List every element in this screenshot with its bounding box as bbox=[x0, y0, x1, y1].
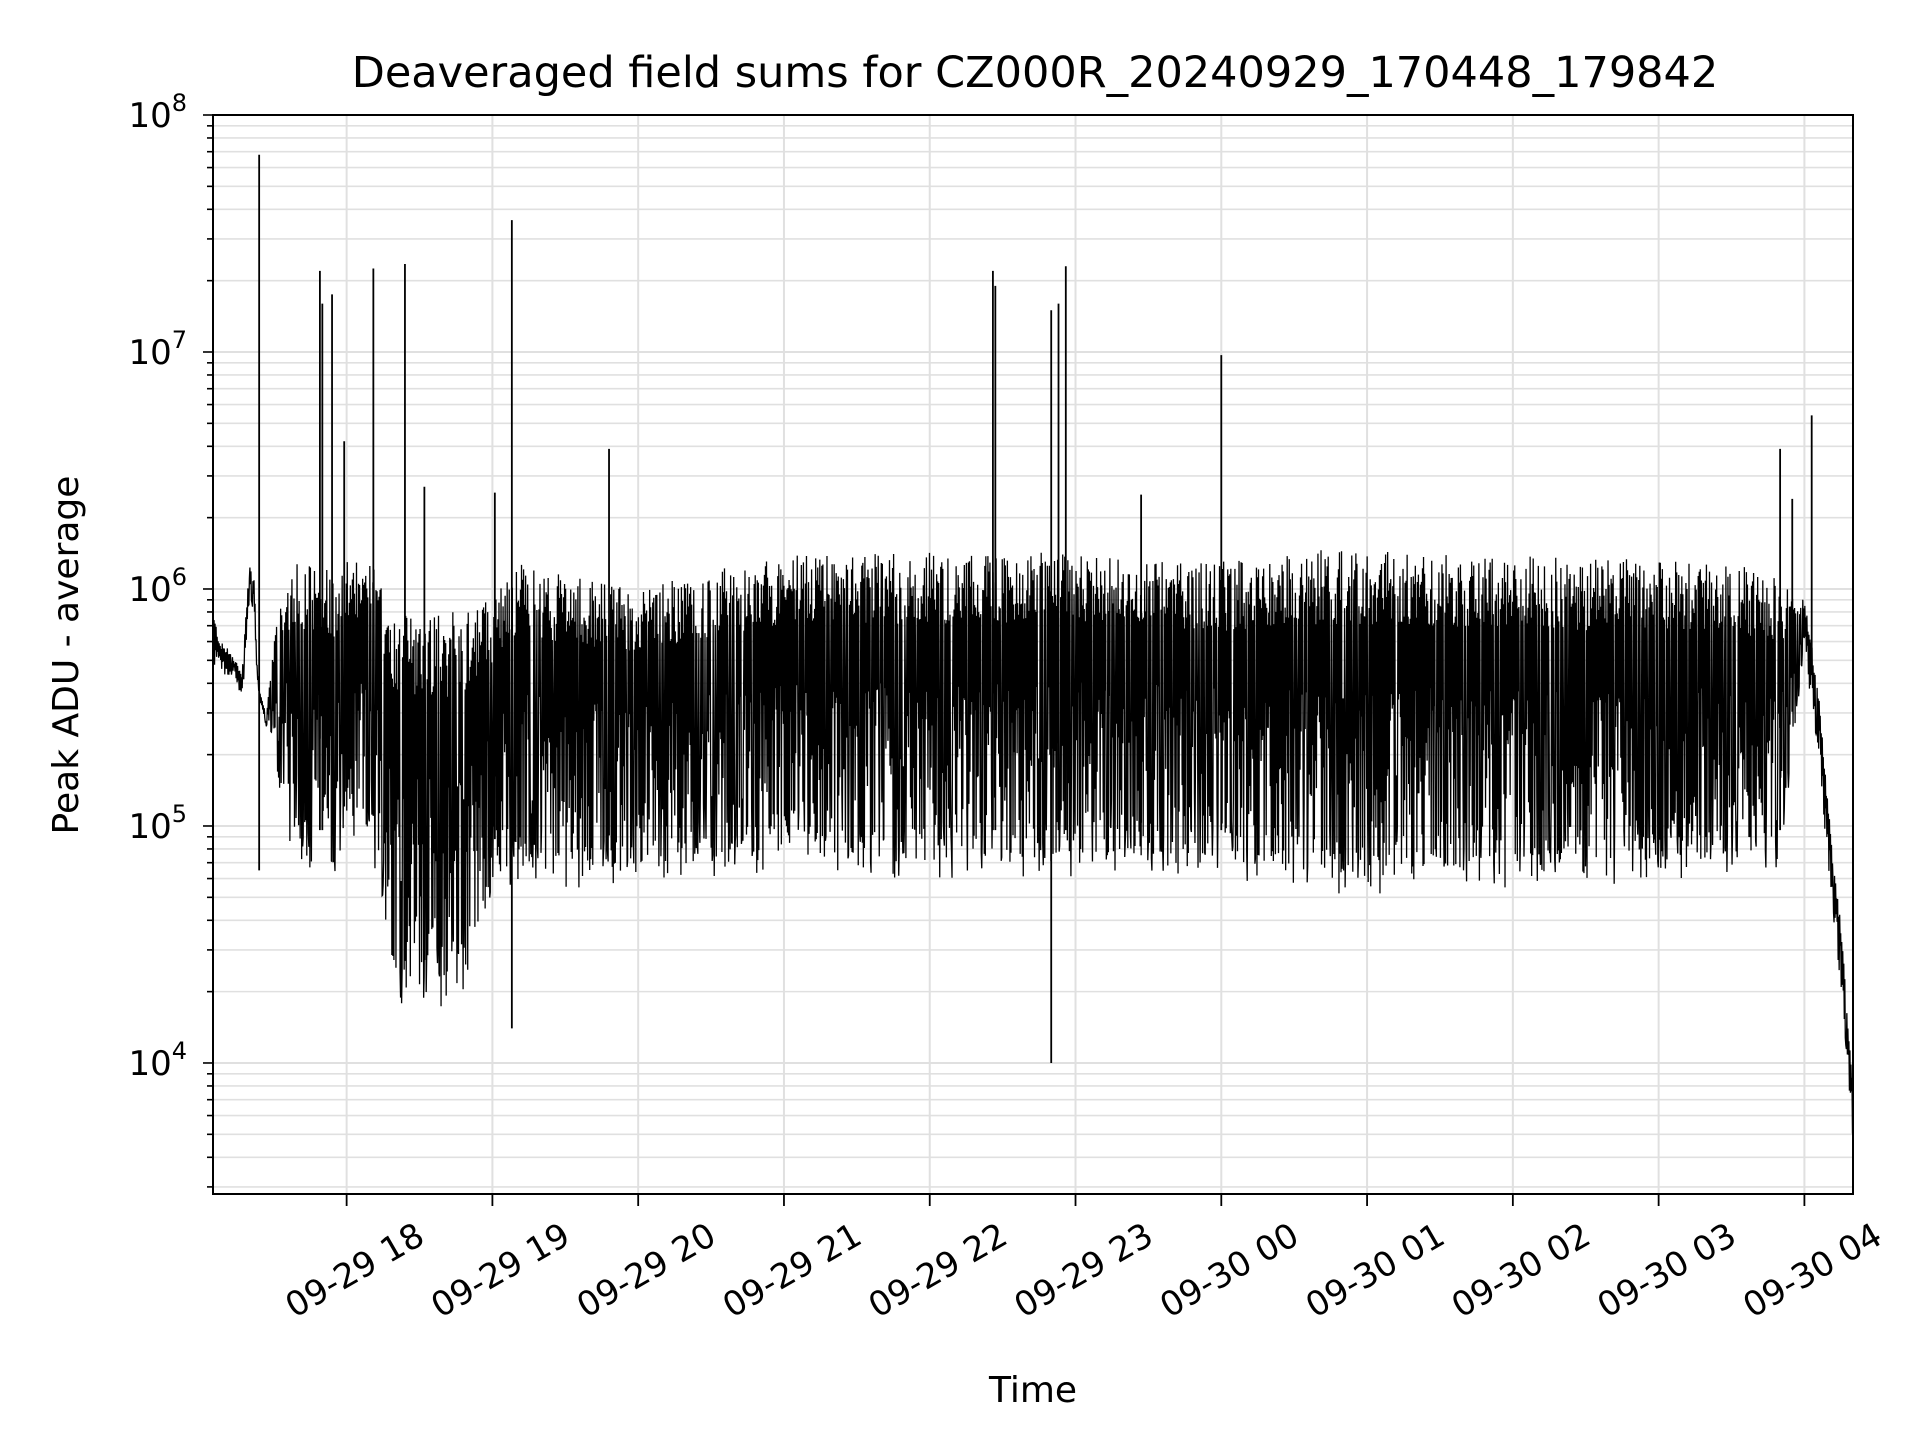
y-tick-label: 104 bbox=[128, 1037, 187, 1084]
plot-frame bbox=[212, 114, 1854, 1195]
y-tick-label-base: 10 bbox=[128, 807, 171, 847]
y-axis-label: Peak ADU - average bbox=[46, 476, 87, 835]
series-line bbox=[212, 550, 1854, 1134]
y-tick-label: 106 bbox=[128, 563, 187, 610]
y-tick-label-base: 10 bbox=[128, 96, 171, 136]
y-tick-label-base: 10 bbox=[128, 570, 171, 610]
y-tick-label-exponent: 7 bbox=[172, 326, 187, 354]
y-tick-label: 107 bbox=[128, 326, 187, 373]
y-tick-label-exponent: 5 bbox=[172, 800, 187, 828]
x-axis-label: Time bbox=[988, 1370, 1077, 1411]
y-tick-label-exponent: 8 bbox=[172, 89, 187, 117]
y-tick-label-base: 10 bbox=[128, 1044, 171, 1084]
y-tick-label: 108 bbox=[128, 89, 187, 136]
y-tick-label: 105 bbox=[128, 800, 187, 847]
y-tick-label-exponent: 4 bbox=[172, 1037, 187, 1065]
y-tick-label-exponent: 6 bbox=[172, 563, 187, 591]
chart-title: Deaveraged field sums for CZ000R_2024092… bbox=[352, 48, 1719, 98]
y-tick-label-base: 10 bbox=[128, 333, 171, 373]
series-layer bbox=[212, 154, 1854, 1134]
